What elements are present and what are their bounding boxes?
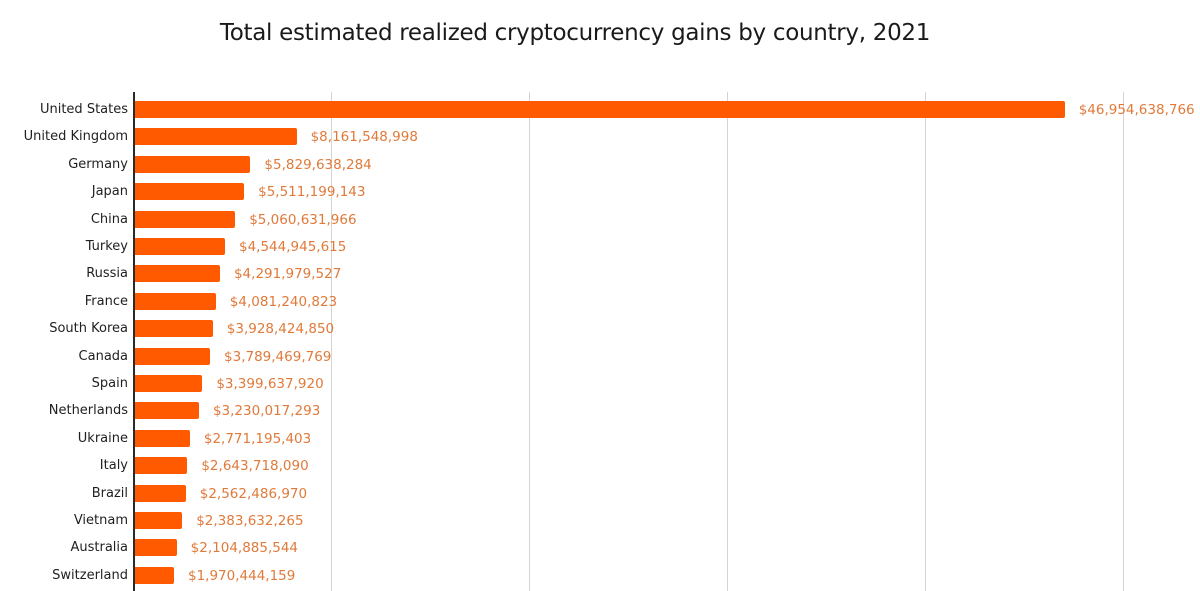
bar [135, 429, 190, 447]
value-label: $2,383,632,265 [196, 513, 304, 529]
category-label: France [84, 293, 128, 309]
gridline [727, 92, 728, 591]
category-label: Canada [78, 348, 128, 364]
bar [135, 566, 174, 584]
chart-title: Total estimated realized cryptocurrency … [219, 20, 931, 46]
value-label: $5,060,631,966 [249, 211, 357, 228]
category-label: South Korea [49, 321, 128, 337]
value-label: $3,928,424,850 [226, 321, 335, 338]
bar [135, 238, 225, 255]
value-label: $3,230,017,293 [212, 403, 321, 420]
category-label: China [90, 211, 128, 227]
category-label: Vietnam [73, 513, 128, 528]
bar [135, 101, 1065, 118]
category-label: Turkey [85, 239, 128, 254]
bar [135, 457, 188, 475]
value-label: $5,829,638,284 [264, 156, 372, 173]
category-label: Netherlands [48, 403, 128, 419]
y-axis-line [133, 92, 135, 591]
value-label: $2,771,195,403 [203, 430, 312, 447]
bar [135, 375, 203, 392]
category-label: Switzerland [52, 567, 128, 583]
value-label: $4,081,240,823 [229, 293, 338, 310]
category-label: Japan [91, 184, 128, 200]
gridline [529, 92, 530, 591]
bar [135, 347, 211, 365]
category-label: United States [39, 102, 128, 117]
bar [135, 402, 199, 420]
value-label: $2,562,486,970 [199, 485, 308, 502]
value-label: $1,970,444,159 [188, 567, 296, 584]
value-label: $2,104,885,544 [190, 540, 299, 557]
gridline [1123, 92, 1124, 591]
category-label: Brazil [91, 485, 128, 501]
category-label: Germany [68, 156, 128, 172]
value-label: $8,161,548,998 [310, 129, 418, 146]
value-label: $4,291,979,527 [233, 266, 342, 283]
bar [135, 265, 220, 283]
bar [135, 320, 213, 338]
bar [135, 292, 216, 310]
gridline [331, 92, 332, 591]
category-label: Australia [70, 540, 128, 556]
bar [135, 210, 236, 228]
value-label: $2,643,718,090 [201, 458, 309, 475]
bar [135, 539, 177, 557]
value-label: $4,544,945,615 [238, 239, 347, 255]
bar [135, 484, 186, 502]
bar [135, 512, 183, 529]
category-label: Italy [99, 458, 128, 474]
category-label: Russia [86, 266, 128, 282]
value-label: $46,954,638,766 [1078, 102, 1195, 118]
category-label: Ukraine [77, 430, 128, 446]
value-label: $3,399,637,920 [216, 376, 324, 392]
bar [135, 128, 297, 146]
category-label: United Kingdom [23, 129, 128, 145]
value-label: $5,511,199,143 [258, 184, 366, 201]
bar [135, 155, 251, 173]
value-label: $3,789,469,769 [224, 348, 332, 365]
gridline [925, 92, 926, 591]
category-label: Spain [91, 376, 128, 391]
bar [135, 183, 245, 201]
